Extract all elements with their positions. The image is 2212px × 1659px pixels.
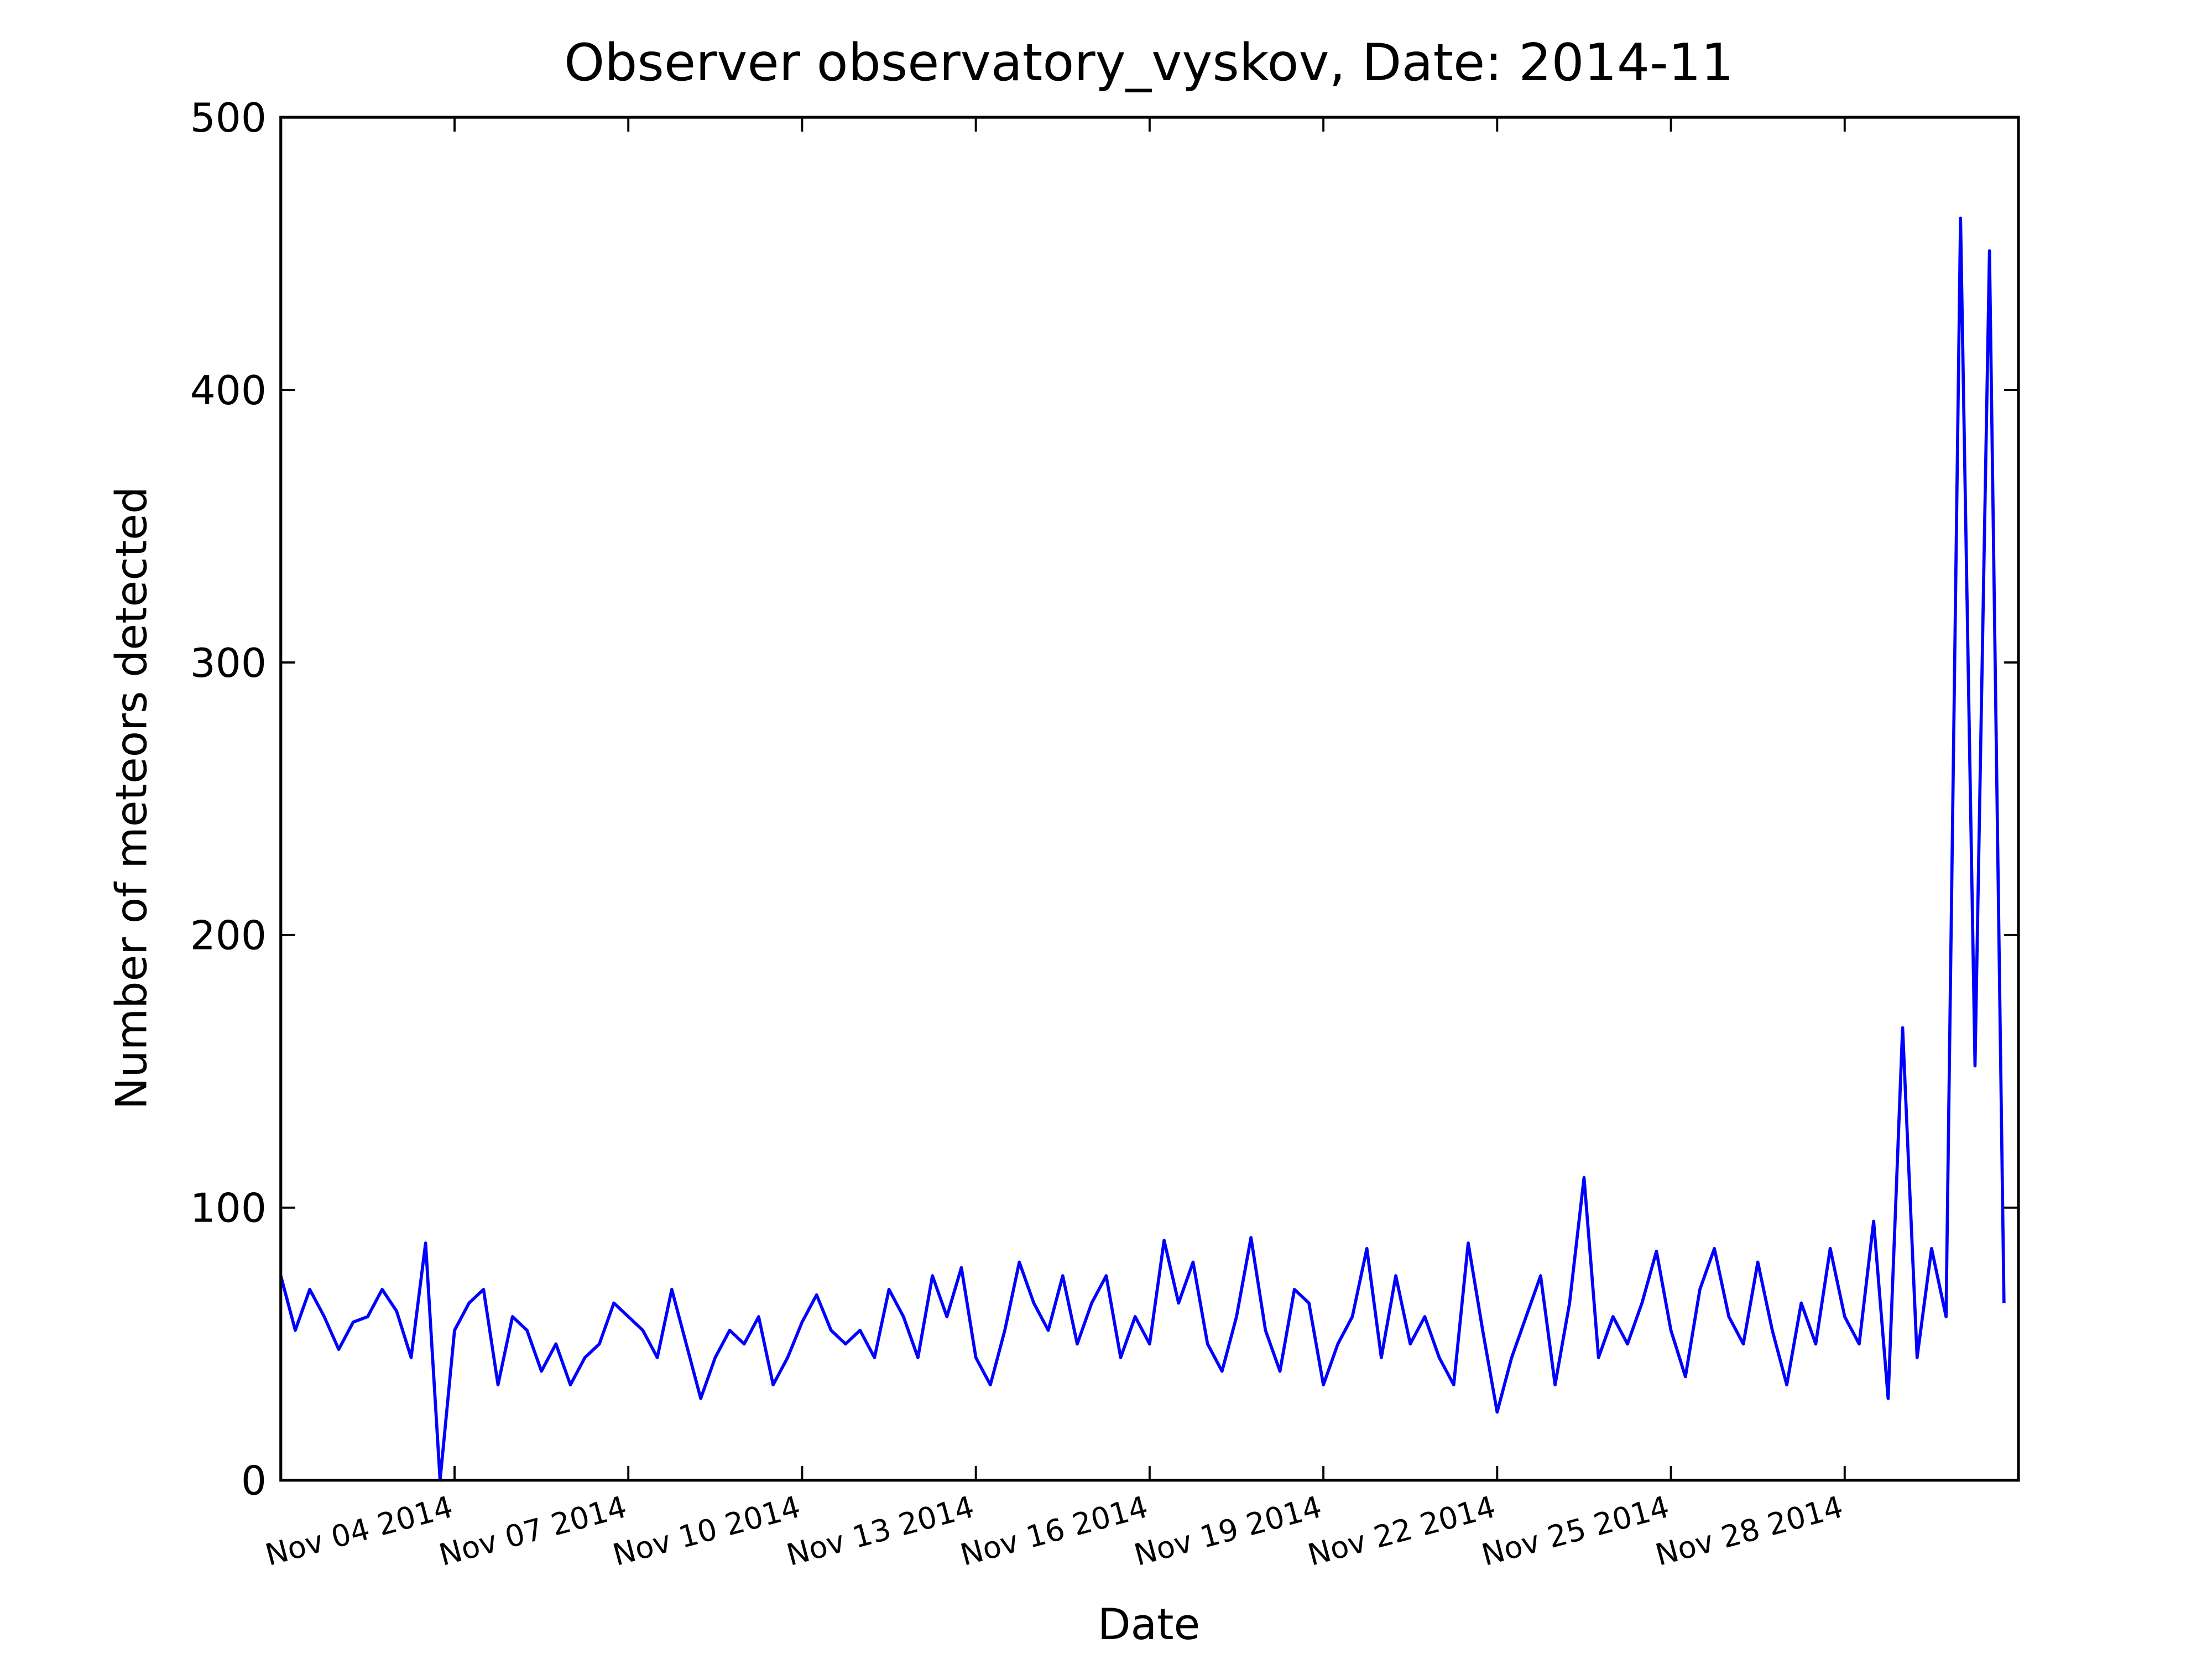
y-tick-label: 400 xyxy=(190,368,267,414)
y-tick-label: 100 xyxy=(190,1186,267,1232)
y-tick-label: 500 xyxy=(190,95,267,142)
x-axis-label: Date xyxy=(1098,1600,1200,1650)
y-tick-label: 200 xyxy=(190,913,267,959)
y-axis-label: Number of meteors detected xyxy=(107,487,157,1110)
chart-title: Observer observatory_vyskov, Date: 2014-… xyxy=(564,33,1734,92)
y-tick-label: 300 xyxy=(190,640,267,687)
plot-frame xyxy=(279,116,2020,1482)
y-tick-label: 0 xyxy=(241,1458,267,1505)
data-line xyxy=(279,216,2006,1482)
